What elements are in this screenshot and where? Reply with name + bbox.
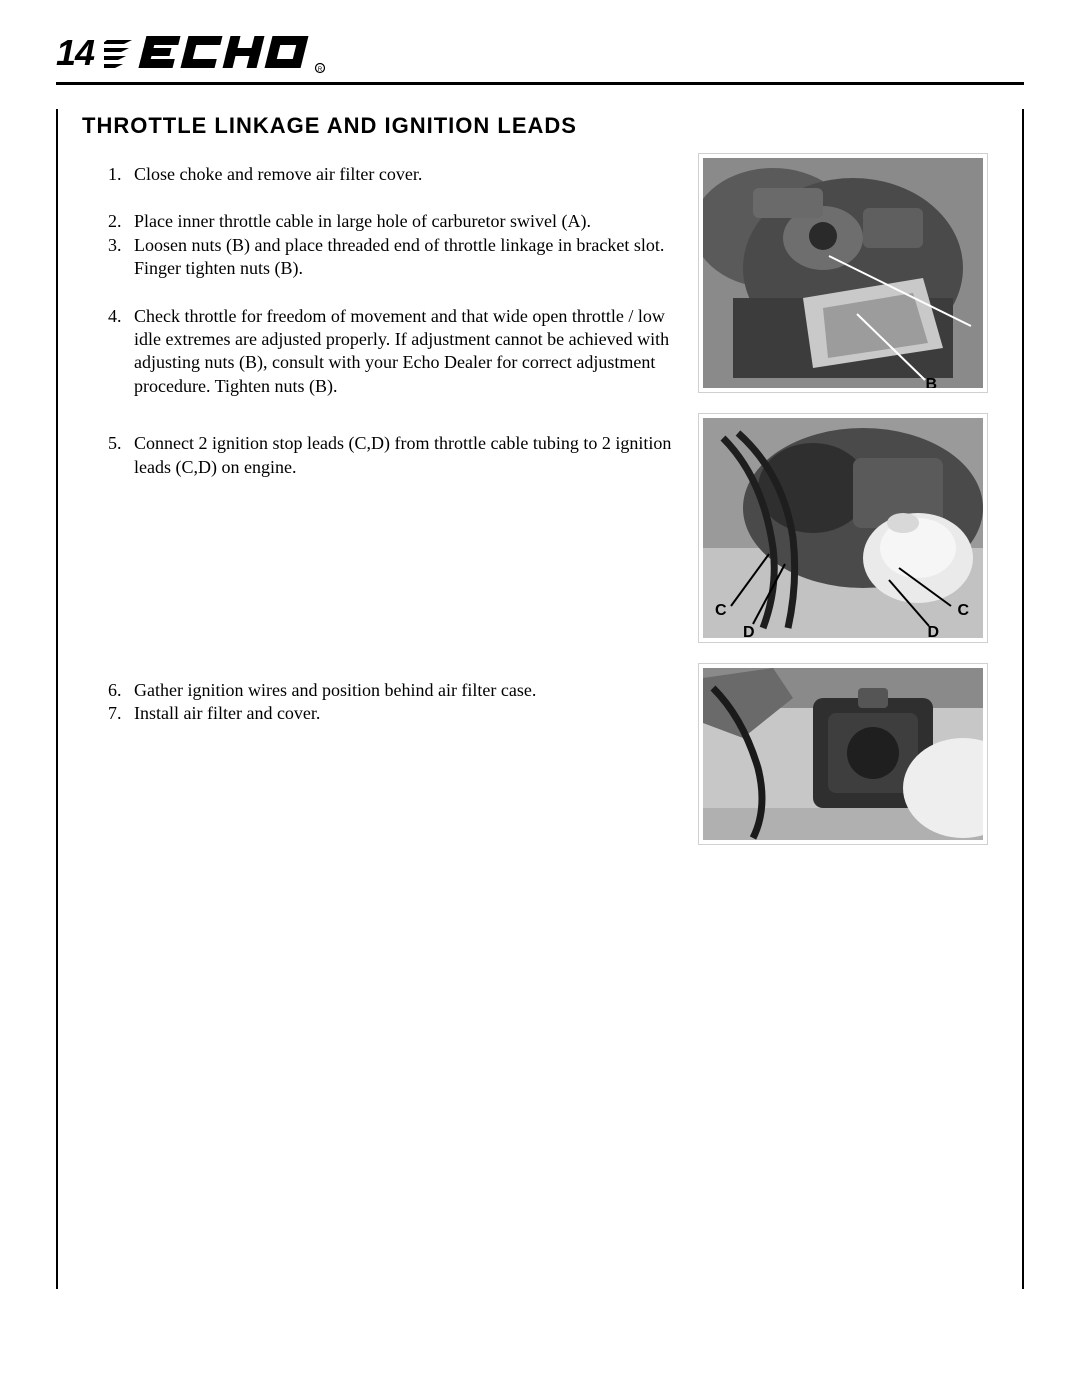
figure-ignition-leads: C D C D: [698, 413, 988, 643]
section-title: THROTTLE LINKAGE AND IGNITION LEADS: [82, 113, 674, 139]
callout-c-right: C: [957, 602, 969, 620]
callout-d-right: D: [927, 624, 939, 638]
page-header: 14: [56, 30, 1024, 76]
callout-d-left: D: [743, 624, 755, 638]
svg-text:R: R: [318, 67, 323, 73]
instruction-column: THROTTLE LINKAGE AND IGNITION LEADS Clos…: [82, 109, 674, 1289]
step-6: Gather ignition wires and position behin…: [126, 679, 674, 702]
step-4: Check throttle for freedom of movement a…: [126, 305, 674, 399]
step-1: Close choke and remove air filter cover.: [126, 163, 674, 186]
step-7: Install air filter and cover.: [126, 702, 674, 725]
header-divider: [56, 82, 1024, 85]
figure-column: A B: [698, 109, 998, 1289]
figure-air-filter: [698, 663, 988, 845]
brand-logo: R: [104, 30, 334, 76]
step-2: Place inner throttle cable in large hole…: [126, 210, 674, 233]
figure-carburetor: A B: [698, 153, 988, 393]
callout-b: B: [925, 376, 937, 388]
step-5: Connect 2 ignition stop leads (C,D) from…: [126, 432, 674, 479]
callout-c-left: C: [715, 602, 727, 620]
page-number: 14: [56, 32, 94, 74]
step-3: Loosen nuts (B) and place threaded end o…: [126, 234, 674, 281]
